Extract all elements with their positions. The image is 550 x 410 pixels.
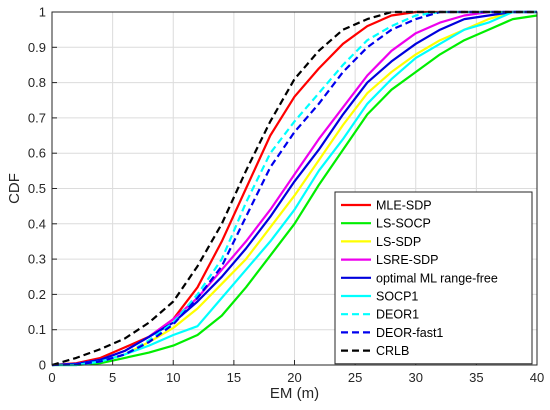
- x-tick-label: 5: [109, 370, 116, 385]
- legend-label: LSRE-SDP: [376, 253, 439, 267]
- y-tick-label: 0.8: [28, 75, 46, 90]
- x-tick-label: 25: [348, 370, 362, 385]
- x-tick-labels: 0 5 10 15 20 25 30 35 40: [48, 360, 544, 385]
- legend: MLE-SDP LS-SOCP LS-SDP LSRE-SDP optimal ML r…: [334, 191, 533, 365]
- series-line-optimal-ml-range-free: [51, 10, 537, 367]
- x-tick-label: 15: [227, 370, 241, 385]
- y-tick-label: 0.1: [28, 322, 46, 337]
- x-axis-label: EM (m): [270, 385, 319, 402]
- legend-label: LS-SOCP: [376, 217, 431, 231]
- legend-label: optimal ML range-free: [376, 271, 498, 285]
- y-axis-label: CDF: [6, 173, 23, 204]
- legend-label: CRLB: [376, 344, 409, 358]
- y-tick-label: 0.7: [28, 110, 46, 125]
- y-tick-label: 0.3: [28, 252, 46, 267]
- legend-label: SOCP1: [376, 290, 418, 304]
- series-line-deor-fast1: [51, 10, 537, 367]
- y-tick-label: 0.5: [28, 181, 46, 196]
- legend-label: LS-SDP: [376, 235, 421, 249]
- series-line-ls-socp: [52, 14, 538, 367]
- x-tick-label: 35: [469, 370, 483, 385]
- y-tick-labels: 0 0.1 0.2 0.3 0.4 0.5 0.6 0.7 0.8 0.9 1: [28, 5, 57, 373]
- y-tick-label: 0: [39, 358, 46, 373]
- y-tick-label: 0.2: [28, 287, 46, 302]
- y-tick-label: 0.4: [28, 216, 46, 231]
- y-tick-label: 0.9: [28, 40, 46, 55]
- y-tick-label: 0.6: [28, 146, 46, 161]
- x-tick-label: 40: [530, 370, 544, 385]
- x-tick-label: 0: [48, 370, 55, 385]
- legend-label: MLE-SDP: [376, 199, 432, 213]
- x-tick-label: 30: [409, 370, 423, 385]
- x-tick-label: 10: [166, 370, 180, 385]
- legend-label: DEOR-fast1: [376, 326, 443, 340]
- legend-label: DEOR1: [376, 308, 419, 322]
- y-tick-label: 1: [39, 5, 46, 20]
- x-tick-label: 20: [287, 370, 301, 385]
